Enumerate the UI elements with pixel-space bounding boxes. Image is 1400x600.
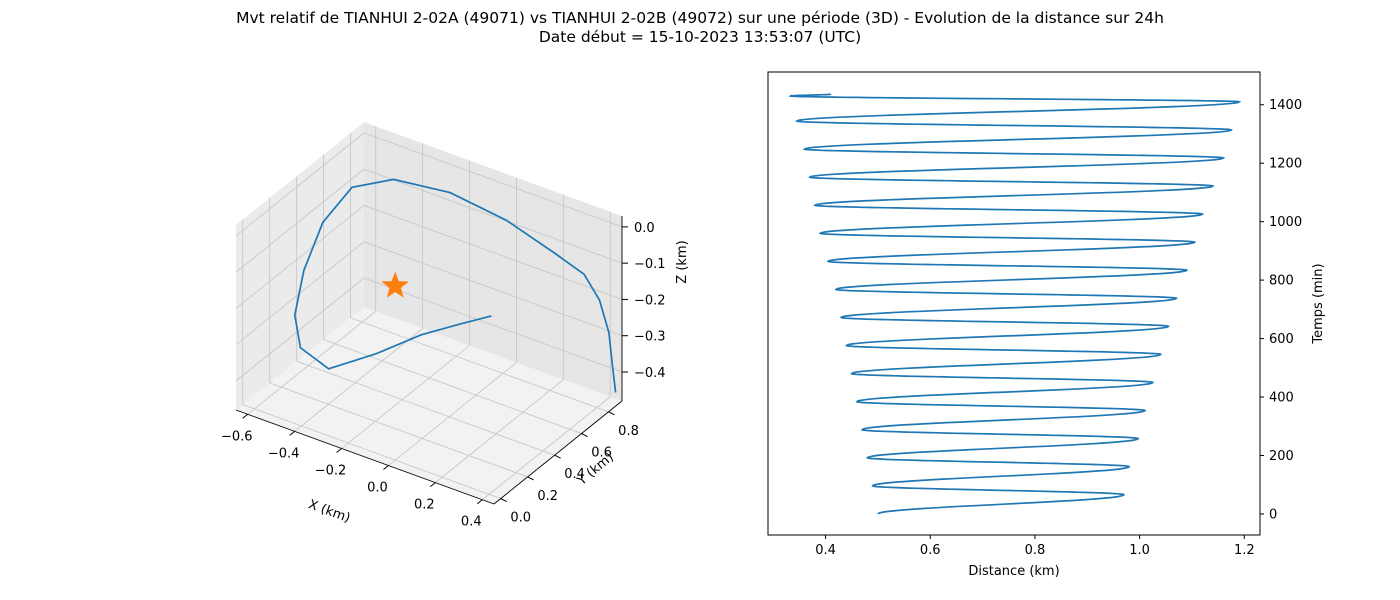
y-tick-label: 1000: [1269, 215, 1302, 230]
x-tick-label: −0.2: [315, 463, 347, 478]
y-tick-label: 1400: [1269, 98, 1302, 113]
y-tick-label: 200: [1269, 449, 1294, 464]
y-tick-label: 0.0: [510, 511, 531, 526]
z-tick-label: −0.3: [634, 330, 666, 345]
x-tick-label: 0.0: [367, 481, 388, 496]
z-axis-label: Z (km): [675, 240, 690, 283]
z-tick-label: −0.4: [634, 366, 666, 381]
x-tick-label: 0.4: [815, 543, 836, 558]
origin-star-marker: [381, 271, 409, 298]
x-tick-label: 0.6: [920, 543, 941, 558]
y-tick-label: 0: [1269, 507, 1277, 522]
plot-3d-trajectory: −0.6 −0.4 −0.2 0.0 0.2 0.4 0.0 0.2 0.4 0.6 0.8 0.0 −…: [221, 122, 690, 530]
plot-distance-vs-time: 0.4 0.6 0.8 1.0 1.2 0 200 400 600 800 1000 1200 1400…: [767, 71, 1326, 579]
floor-grid-y: [242, 404, 501, 500]
floor-grid-x: [481, 396, 611, 501]
x-tick-label: 1.0: [1129, 543, 1150, 558]
back-grid-z: [363, 241, 623, 337]
x-tick: [476, 499, 483, 505]
y-tick-label: 0.6: [591, 446, 612, 461]
y-tick: [500, 498, 507, 503]
chart-title: Mvt relatif de TIANHUI 2-02A (49071) vs …: [0, 9, 1400, 47]
z-tick-label: 0.0: [634, 221, 655, 236]
y-tick: [581, 433, 588, 437]
z-tick-label: −0.2: [634, 293, 666, 308]
back-grid-z: [363, 205, 623, 300]
floor-grid-y: [323, 339, 582, 434]
floor-pane: [236, 307, 622, 504]
floor-grid-x: [341, 345, 470, 449]
x-axis-label: X (km): [306, 497, 352, 526]
x-tick-label: 0.2: [414, 498, 435, 513]
y-tick-label: 0.8: [618, 424, 639, 439]
x-tick: [336, 448, 342, 453]
y-tick-label: 400: [1269, 391, 1294, 406]
y-tick-label: 1200: [1269, 157, 1302, 172]
x-tick: [430, 482, 436, 488]
back-grid-z: [363, 277, 623, 373]
left-grid-z: [235, 205, 365, 309]
distance-series-line: [788, 93, 1242, 515]
x-tick: [289, 430, 295, 436]
x-tick-label: −0.4: [268, 446, 300, 461]
y-tick-label: 600: [1269, 332, 1294, 347]
floor-grid-x: [247, 310, 377, 415]
x-tick-label: 0.8: [1025, 543, 1046, 558]
floor-grid-y: [350, 317, 609, 413]
y-axis-label: Temps (min): [1311, 263, 1326, 344]
x-axis-label: Distance (km): [968, 564, 1059, 579]
chart-title-line1: Mvt relatif de TIANHUI 2-02A (49071) vs …: [236, 9, 1164, 27]
floor-grid-x: [388, 362, 517, 466]
plot-frame: [767, 71, 1261, 536]
left-grid-z: [235, 277, 365, 382]
y-tick: [554, 454, 561, 459]
y-tick: [608, 411, 615, 416]
x-axis-line: [235, 409, 495, 505]
trajectory-line: [293, 178, 617, 393]
left-pane: [236, 122, 364, 410]
left-grid-z: [235, 132, 365, 237]
z-tick-label: −0.1: [634, 257, 666, 272]
floor-grid-x: [294, 328, 423, 432]
floor-grid-y: [296, 360, 555, 456]
y-tick-label: 0.2: [537, 489, 558, 504]
y-axis-line: [493, 400, 623, 505]
chart-title-line2: Date début = 15-10-2023 13:53:07 (UTC): [538, 28, 862, 46]
y-tick-label: 800: [1269, 274, 1294, 289]
back-pane: [364, 122, 622, 401]
left-grid-z: [235, 168, 365, 273]
x-tick: [383, 465, 389, 470]
floor-grid-x: [435, 379, 564, 483]
back-grid-z: [363, 168, 623, 264]
y-tick: [527, 476, 534, 481]
x-tick-label: −0.6: [221, 429, 253, 444]
y-tick-label: 0.4: [564, 467, 585, 482]
x-tick-label: 1.2: [1234, 543, 1255, 558]
floor-grid-y: [269, 382, 528, 478]
x-tick-label: 0.4: [461, 515, 482, 530]
back-grid-z: [363, 132, 623, 228]
x-tick: [242, 413, 249, 419]
